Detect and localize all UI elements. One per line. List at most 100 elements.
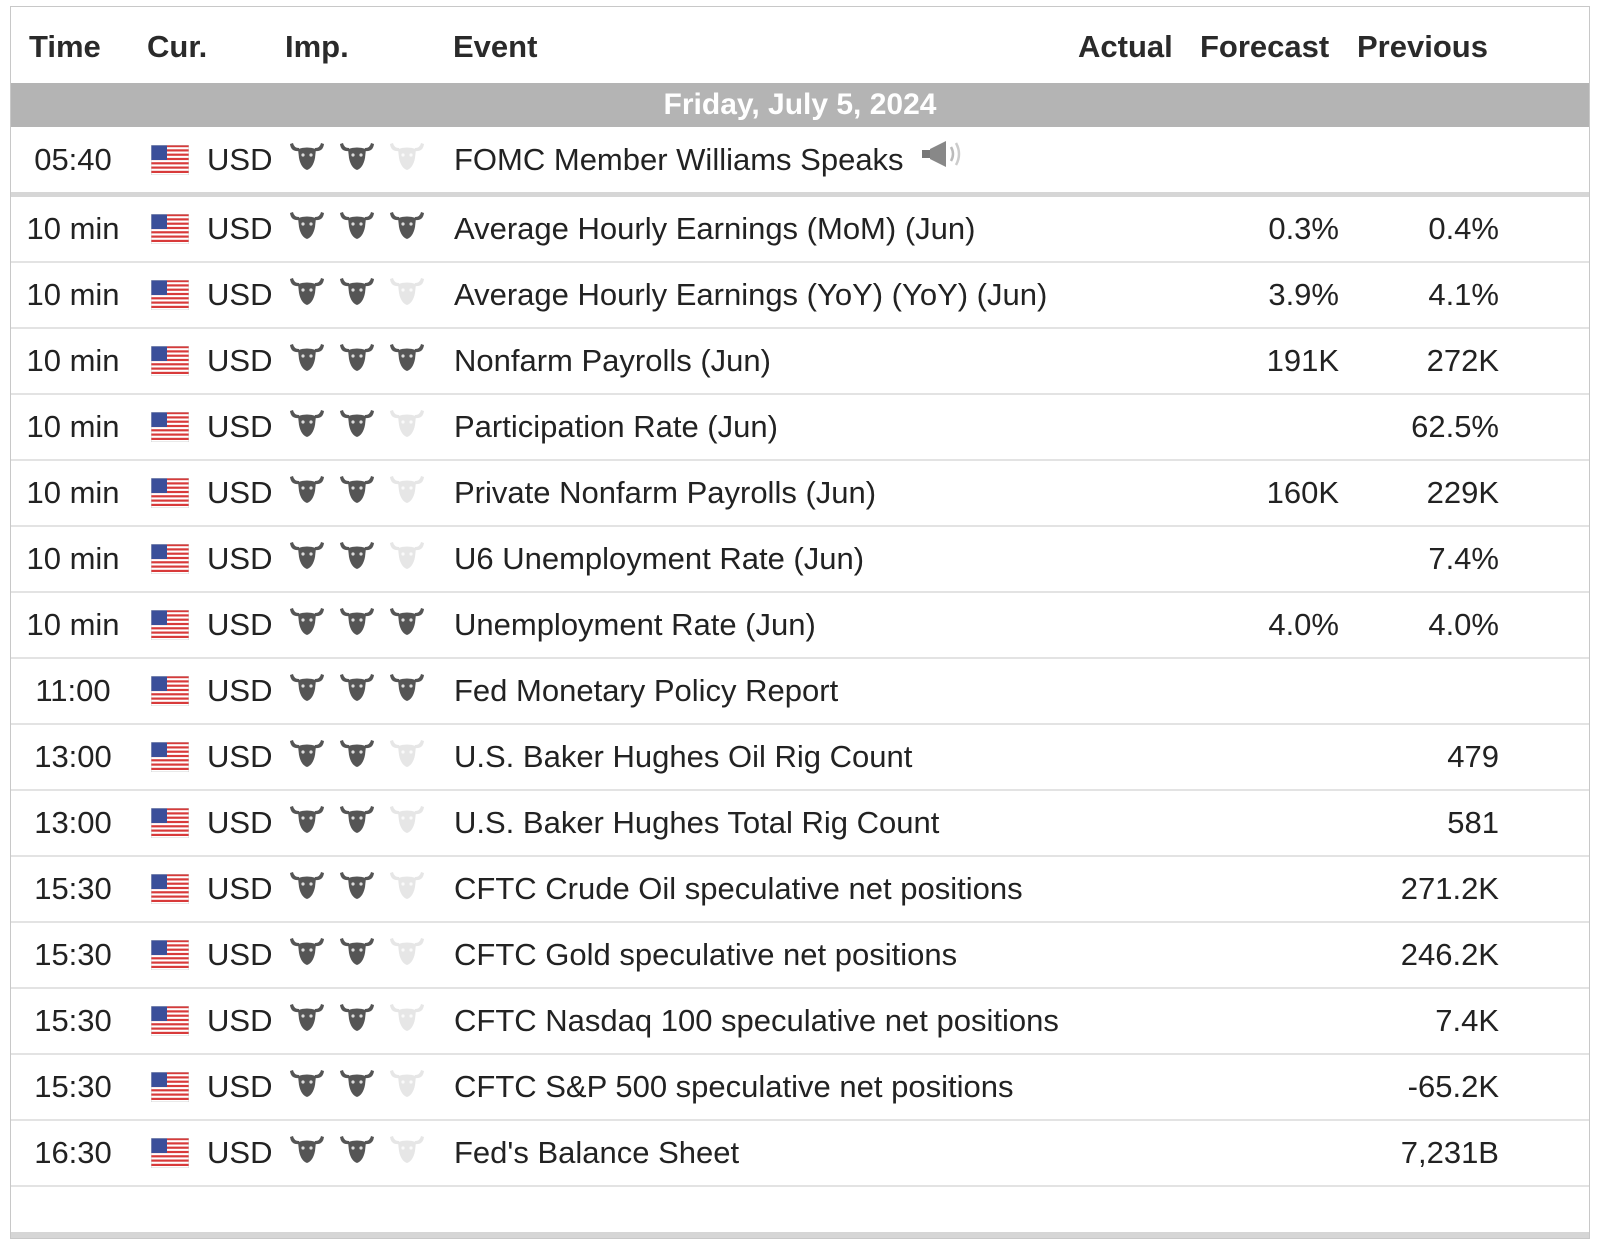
us-flag-icon [151,127,189,192]
event-currency: USD [207,607,273,642]
event-name[interactable]: Private Nonfarm Payrolls (Jun) [454,475,877,510]
table-row[interactable]: 10 min USD Participation Rate (Jun) 62.5… [11,395,1589,461]
event-name-cell[interactable]: Private Nonfarm Payrolls (Jun) [454,461,1094,525]
event-name[interactable]: U6 Unemployment Rate (Jun) [454,541,865,576]
event-name[interactable]: CFTC Gold speculative net positions [454,937,958,972]
header-forecast[interactable]: Forecast [1200,29,1330,64]
event-name[interactable]: Unemployment Rate (Jun) [454,607,816,642]
importance-rating [287,395,437,459]
table-row[interactable]: 13:00 USD U.S. Baker Hughes Oil Rig Coun… [11,725,1589,791]
header-currency[interactable]: Cur. [147,29,208,64]
bull-icon-inactive [387,1129,427,1169]
event-name[interactable]: CFTC S&P 500 speculative net positions [454,1069,1014,1104]
bull-icon-active [287,931,327,971]
header-previous[interactable]: Previous [1357,29,1488,64]
event-previous: 7,231B [1400,1135,1499,1170]
event-forecast [1191,857,1339,921]
bull-icon-active [337,403,377,443]
event-time: 11:00 [35,673,111,708]
event-name[interactable]: Average Hourly Earnings (MoM) (Jun) [454,211,976,246]
event-name-cell[interactable]: Fed Monetary Policy Report [454,659,1094,723]
event-name-cell[interactable]: Nonfarm Payrolls (Jun) [454,329,1094,393]
bull-icon-active [337,1063,377,1103]
event-name-cell[interactable]: Unemployment Rate (Jun) [454,593,1094,657]
bull-icon-active [337,601,377,641]
event-previous: 581 [1447,805,1499,840]
event-forecast [1191,1121,1339,1185]
table-row[interactable]: 05:40 USD FOMC Member Williams Speaks [11,127,1589,197]
table-row[interactable]: 10 min USD Unemployment Rate (Jun) 4.0% … [11,593,1589,659]
event-name[interactable]: CFTC Crude Oil speculative net positions [454,871,1023,906]
header-time[interactable]: Time [29,29,101,64]
event-name-cell[interactable]: U.S. Baker Hughes Total Rig Count [454,791,1094,855]
event-name-cell[interactable]: U6 Unemployment Rate (Jun) [454,527,1094,591]
event-forecast [1191,725,1339,789]
event-name[interactable]: FOMC Member Williams Speaks [454,141,904,177]
event-name[interactable]: U.S. Baker Hughes Total Rig Count [454,805,940,840]
bull-icon-inactive [387,799,427,839]
bull-icon-active [387,601,427,641]
importance-rating [287,1121,437,1185]
event-previous: 271.2K [1400,871,1499,906]
event-name[interactable]: Nonfarm Payrolls (Jun) [454,343,771,378]
event-forecast [1191,1055,1339,1119]
us-flag-icon [151,791,189,855]
event-name[interactable]: Fed's Balance Sheet [454,1135,740,1170]
table-row[interactable]: 15:30 USD CFTC S&P 500 speculative net p… [11,1055,1589,1121]
table-row[interactable]: 10 min USD Private Nonfarm Payrolls (Jun… [11,461,1589,527]
event-forecast: 4.0% [1268,607,1339,642]
event-name[interactable]: Participation Rate (Jun) [454,409,778,444]
bull-icon-inactive [387,865,427,905]
event-name-cell[interactable]: Average Hourly Earnings (MoM) (Jun) [454,197,1094,261]
event-name[interactable]: U.S. Baker Hughes Oil Rig Count [454,739,913,774]
bull-icon-active [337,667,377,707]
event-actual [1071,197,1189,261]
event-name[interactable]: CFTC Nasdaq 100 speculative net position… [454,1003,1059,1038]
event-previous: 229K [1426,475,1499,510]
event-name-cell[interactable]: Fed's Balance Sheet [454,1121,1094,1185]
table-row[interactable]: 15:30 USD CFTC Crude Oil speculative net… [11,857,1589,923]
bull-icon-active [337,865,377,905]
header-importance[interactable]: Imp. [285,29,349,64]
table-row[interactable]: 15:30 USD CFTC Nasdaq 100 speculative ne… [11,989,1589,1055]
importance-rating [287,461,437,525]
us-flag-icon [151,395,189,459]
table-row[interactable]: 15:30 USD CFTC Gold speculative net posi… [11,923,1589,989]
event-previous [1351,659,1499,723]
bull-icon-inactive [387,997,427,1037]
table-row[interactable]: 16:30 USD Fed's Balance Sheet 7,231B [11,1121,1589,1187]
header-event[interactable]: Event [453,29,538,64]
table-row[interactable]: 10 min USD Average Hourly Earnings (YoY)… [11,263,1589,329]
event-time: 05:40 [34,141,112,177]
event-name-cell[interactable]: Average Hourly Earnings (YoY) (YoY) (Jun… [454,263,1094,327]
table-row[interactable]: 13:00 USD U.S. Baker Hughes Total Rig Co… [11,791,1589,857]
table-row[interactable]: 10 min USD U6 Unemployment Rate (Jun) 7.… [11,527,1589,593]
event-name-cell[interactable]: CFTC Nasdaq 100 speculative net position… [454,989,1094,1053]
event-currency: USD [207,475,273,510]
header-actual[interactable]: Actual [1078,29,1173,64]
event-name-cell[interactable]: CFTC S&P 500 speculative net positions [454,1055,1094,1119]
importance-rating [287,197,437,261]
table-header: Time Cur. Imp. Event Actual Forecast Pre… [11,7,1589,83]
event-currency: USD [207,673,273,708]
event-name[interactable]: Average Hourly Earnings (YoY) (YoY) (Jun… [454,277,1048,312]
event-actual [1071,1121,1189,1185]
table-row[interactable]: 10 min USD Average Hourly Earnings (MoM)… [11,197,1589,263]
table-row[interactable]: 11:00 USD Fed Monetary Policy Report [11,659,1589,725]
event-name[interactable]: Fed Monetary Policy Report [454,673,839,708]
event-actual [1071,1055,1189,1119]
event-previous: 7.4K [1435,1003,1499,1038]
event-name-cell[interactable]: CFTC Crude Oil speculative net positions [454,857,1094,921]
us-flag-icon [151,1121,189,1185]
bull-icon-inactive [387,535,427,575]
event-actual [1071,461,1189,525]
event-actual [1071,395,1189,459]
bull-icon-active [337,733,377,773]
event-name-cell[interactable]: FOMC Member Williams Speaks [454,127,1094,192]
event-name-cell[interactable]: U.S. Baker Hughes Oil Rig Count [454,725,1094,789]
bull-icon-inactive [387,136,427,176]
event-name-cell[interactable]: Participation Rate (Jun) [454,395,1094,459]
event-name-cell[interactable]: CFTC Gold speculative net positions [454,923,1094,987]
table-row[interactable]: 10 min USD Nonfarm Payrolls (Jun) 191K 2… [11,329,1589,395]
bull-icon-active [337,931,377,971]
